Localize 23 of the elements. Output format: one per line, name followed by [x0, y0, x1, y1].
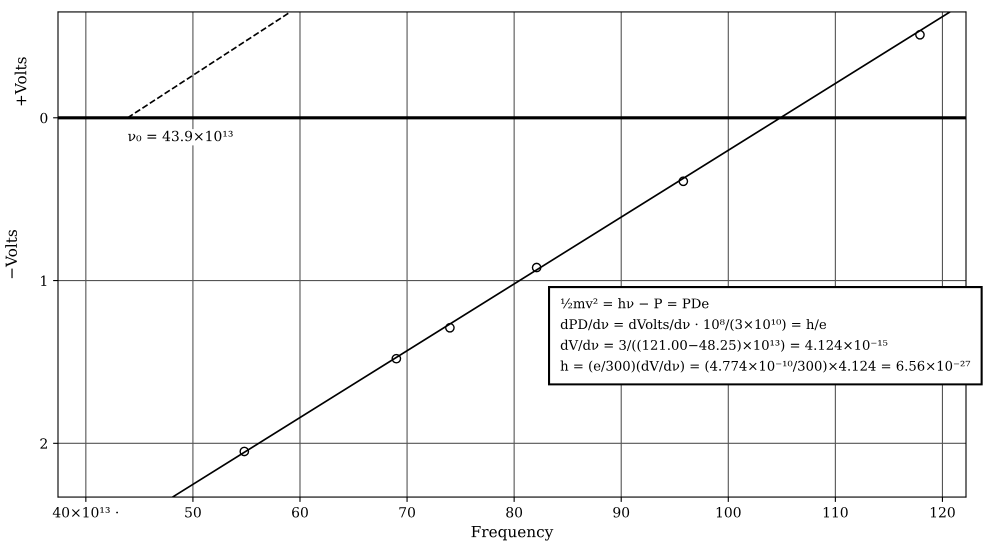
x-tick-label: 120: [930, 507, 955, 518]
y-tick-label: 2: [40, 438, 47, 449]
x-tick-label: 70: [399, 507, 415, 518]
point: [678, 176, 688, 186]
point: [445, 322, 455, 333]
y-tick-label: 1: [41, 276, 46, 286]
x-tick-label: 90: [613, 507, 630, 518]
x-axis-title: Frequency: [472, 526, 554, 541]
x-tick-label: 110: [824, 507, 848, 518]
annotation: ½mv² = hν − P = PDe dPD/dν = dVolts/dν · 10⁸/(3×10¹⁰) = h/e dV/dν = 3/((121.00−48.25)×10¹³) = 4.124×10⁻¹⁵ h = (e/300)(dV/dν) = (4.774×10⁻¹⁰/300)×4.124 = 6.56×10⁻²⁷: [560, 298, 970, 373]
x-tick-label: 60: [292, 507, 308, 518]
y-axis-title: −Volts: [5, 230, 18, 278]
x-tick-label: 50: [185, 507, 201, 518]
y-tick-label: 0: [40, 112, 48, 124]
x-tick-label: 100: [716, 507, 741, 518]
point: [239, 446, 250, 456]
x-tick-label: 40×10¹³ ·: [52, 507, 118, 518]
annotation: ν₀ = 43.9×10¹³: [128, 130, 233, 142]
point: [532, 262, 542, 272]
point: [391, 354, 402, 364]
point: [915, 30, 925, 40]
text: +Volts: [14, 57, 26, 106]
x-tick-label: 80: [506, 507, 522, 518]
